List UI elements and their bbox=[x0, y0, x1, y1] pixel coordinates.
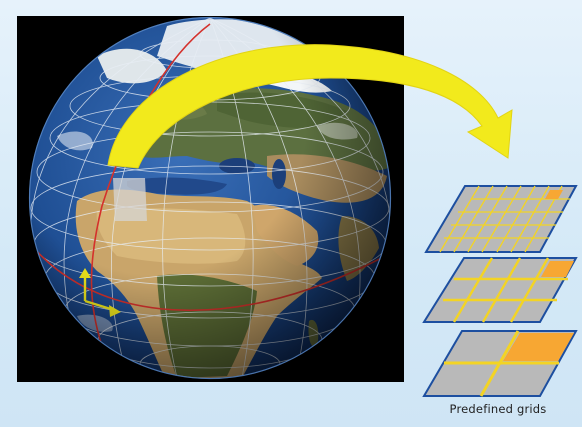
earth-photo-panel bbox=[17, 16, 404, 382]
grids-caption: Predefined grids bbox=[449, 402, 547, 416]
grid-level-fine bbox=[424, 185, 578, 253]
grid-level-coarse bbox=[422, 330, 578, 397]
earth-globe bbox=[28, 16, 392, 380]
grid-level-medium bbox=[422, 257, 578, 323]
